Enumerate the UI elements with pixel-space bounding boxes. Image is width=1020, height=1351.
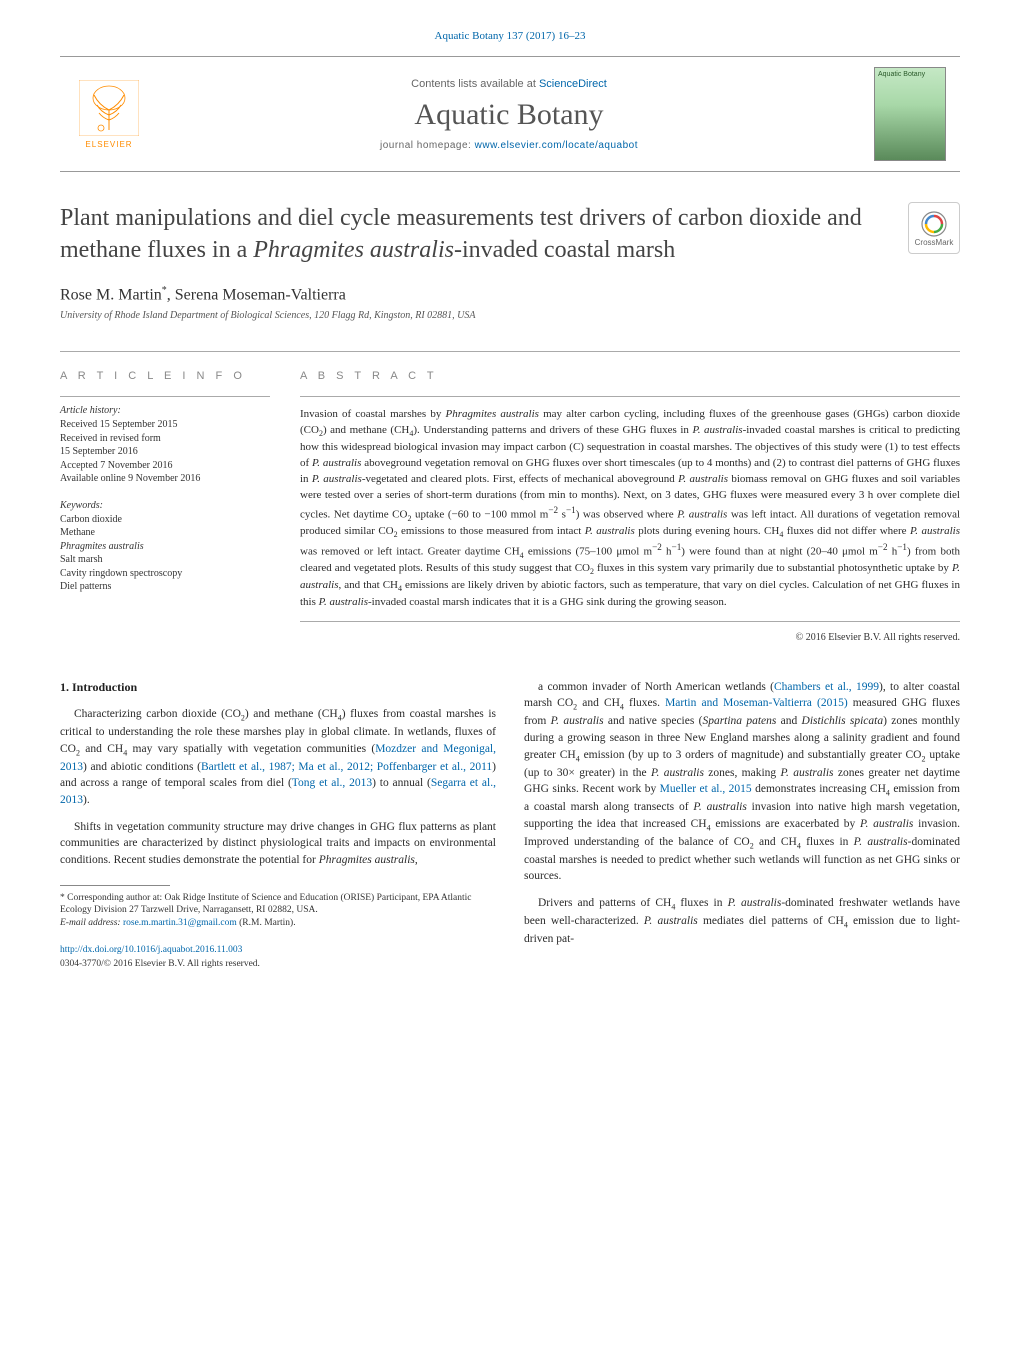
email-label: E-mail address: bbox=[60, 918, 123, 928]
author-affiliation: University of Rhode Island Department of… bbox=[60, 310, 960, 321]
publisher-name: ELSEVIER bbox=[85, 140, 132, 149]
crossmark-badge[interactable]: CrossMark bbox=[908, 202, 960, 254]
contents-available-line: Contents lists available at ScienceDirec… bbox=[144, 78, 874, 90]
history-item: 15 September 2016 bbox=[60, 445, 270, 459]
body-right-column: a common invader of North American wetla… bbox=[524, 679, 960, 972]
keywords-block: Keywords: Carbon dioxideMethanePhragmite… bbox=[60, 500, 270, 594]
article-title: Plant manipulations and diel cycle measu… bbox=[60, 202, 908, 267]
header-citation: Aquatic Botany 137 (2017) 16–23 bbox=[60, 30, 960, 42]
article-history-block: Article history: Received 15 September 2… bbox=[60, 396, 270, 486]
journal-name: Aquatic Botany bbox=[144, 98, 874, 132]
footnote-separator bbox=[60, 885, 170, 886]
keyword-item: Diel patterns bbox=[60, 580, 270, 594]
abstract-column: A B S T R A C T Invasion of coastal mars… bbox=[300, 370, 960, 643]
article-info-column: A R T I C L E I N F O Article history: R… bbox=[60, 370, 270, 643]
abstract-text: Invasion of coastal marshes by Phragmite… bbox=[300, 396, 960, 622]
body-two-column: 1. Introduction Characterizing carbon di… bbox=[60, 679, 960, 972]
history-item: Received 15 September 2015 bbox=[60, 418, 270, 432]
contents-pre-text: Contents lists available at bbox=[411, 78, 539, 90]
homepage-line: journal homepage: www.elsevier.com/locat… bbox=[144, 140, 874, 151]
homepage-pre-text: journal homepage: bbox=[380, 140, 475, 151]
history-item: Received in revised form bbox=[60, 432, 270, 446]
email-footnote: E-mail address: rose.m.martin.31@gmail.c… bbox=[60, 917, 496, 930]
body-paragraph: Shifts in vegetation community structure… bbox=[60, 819, 496, 869]
keyword-item: Methane bbox=[60, 526, 270, 540]
abstract-copyright: © 2016 Elsevier B.V. All rights reserved… bbox=[300, 632, 960, 643]
history-item: Available online 9 November 2016 bbox=[60, 472, 270, 486]
article-info-heading: A R T I C L E I N F O bbox=[60, 370, 270, 382]
history-list: Received 15 September 2015Received in re… bbox=[60, 418, 270, 486]
body-paragraph: a common invader of North American wetla… bbox=[524, 679, 960, 885]
doi-link[interactable]: http://dx.doi.org/10.1016/j.aquabot.2016… bbox=[60, 944, 496, 958]
keywords-label: Keywords: bbox=[60, 500, 270, 511]
sciencedirect-link[interactable]: ScienceDirect bbox=[539, 78, 607, 90]
journal-header-bar: ELSEVIER Contents lists available at Sci… bbox=[60, 56, 960, 172]
publisher-logo: ELSEVIER bbox=[74, 75, 144, 153]
email-suffix: (R.M. Martin). bbox=[237, 918, 296, 928]
keyword-item: Salt marsh bbox=[60, 553, 270, 567]
journal-header-center: Contents lists available at ScienceDirec… bbox=[144, 78, 874, 151]
keyword-item: Carbon dioxide bbox=[60, 513, 270, 527]
homepage-link[interactable]: www.elsevier.com/locate/aquabot bbox=[475, 140, 638, 151]
author-email-link[interactable]: rose.m.martin.31@gmail.com bbox=[123, 918, 237, 928]
body-left-column: 1. Introduction Characterizing carbon di… bbox=[60, 679, 496, 972]
journal-cover-thumbnail: Aquatic Botany bbox=[874, 67, 946, 161]
keyword-item: Cavity ringdown spectroscopy bbox=[60, 567, 270, 581]
cover-label: Aquatic Botany bbox=[878, 71, 925, 78]
body-paragraph: Characterizing carbon dioxide (CO2) and … bbox=[60, 706, 496, 808]
history-label: Article history: bbox=[60, 405, 270, 416]
keywords-list: Carbon dioxideMethanePhragmites australi… bbox=[60, 513, 270, 594]
author-list: Rose M. Martin*, Serena Moseman-Valtierr… bbox=[60, 285, 960, 304]
doi-copyright: 0304-3770/© 2016 Elsevier B.V. All right… bbox=[60, 958, 496, 972]
elsevier-tree-icon bbox=[79, 80, 139, 136]
crossmark-label: CrossMark bbox=[915, 238, 954, 247]
corresponding-author-footnote: * Corresponding author at: Oak Ridge Ins… bbox=[60, 892, 496, 918]
history-item: Accepted 7 November 2016 bbox=[60, 459, 270, 473]
keyword-item: Phragmites australis bbox=[60, 540, 270, 554]
crossmark-icon bbox=[920, 210, 948, 238]
section-heading-intro: 1. Introduction bbox=[60, 679, 496, 696]
body-paragraph: Drivers and patterns of CH4 fluxes in P.… bbox=[524, 895, 960, 947]
abstract-heading: A B S T R A C T bbox=[300, 370, 960, 382]
